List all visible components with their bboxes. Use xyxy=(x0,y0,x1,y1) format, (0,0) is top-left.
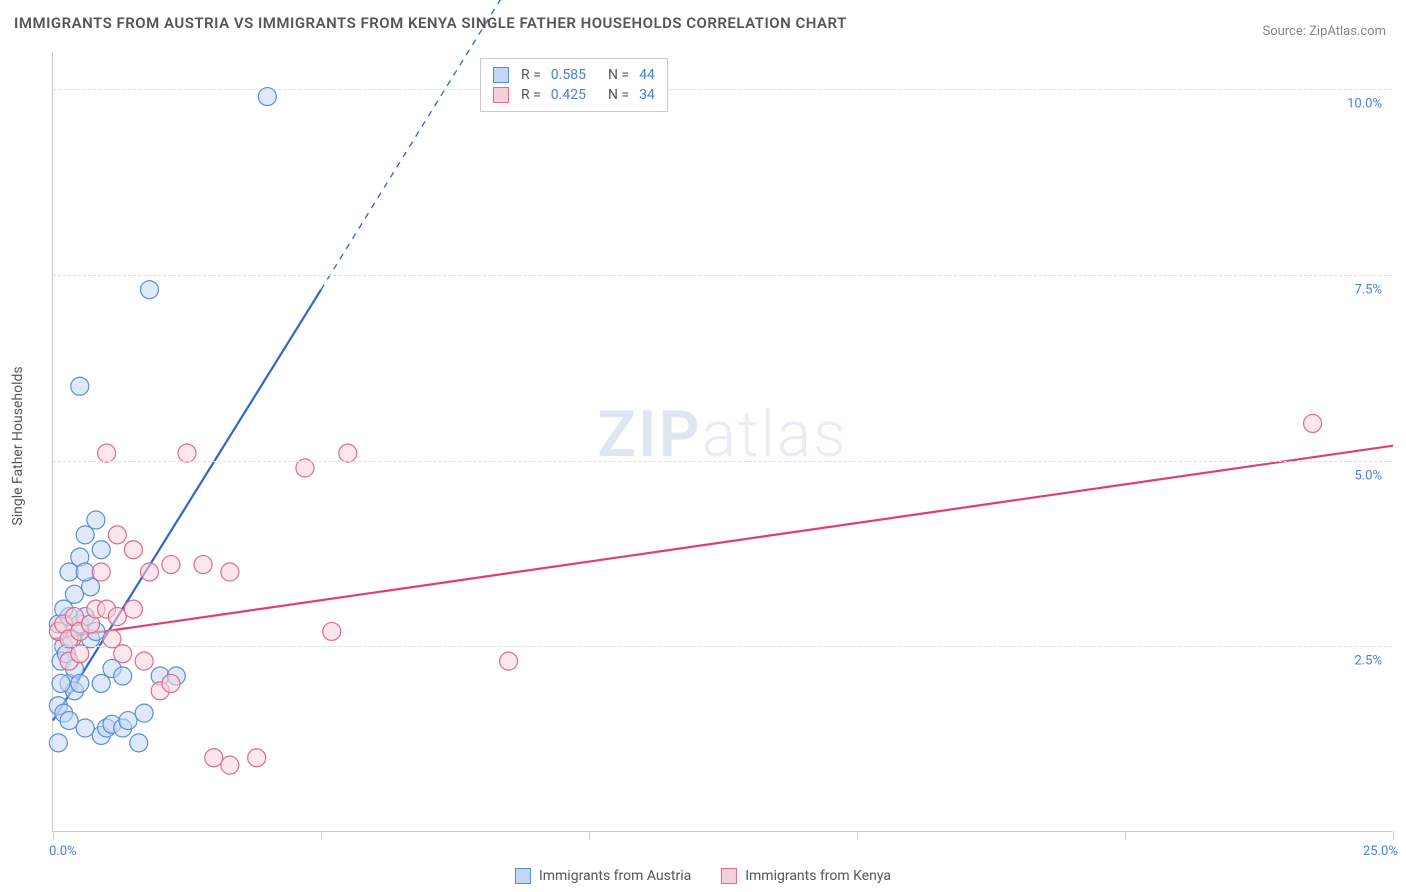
y-tick-label: 7.5% xyxy=(1354,282,1382,297)
legend-swatch-blue xyxy=(515,868,531,884)
legend-swatch-pink xyxy=(721,868,737,884)
legend-label-austria: Immigrants from Austria xyxy=(539,868,691,884)
scatter-plot-svg xyxy=(53,52,1392,831)
legend-swatch-blue xyxy=(493,67,509,83)
y-tick-label: 2.5% xyxy=(1354,654,1382,669)
stats-legend: R =0.585 N =44 R =0.425 N =34 xyxy=(480,58,668,112)
chart-plot-area: ZIPatlas 2.5%5.0%7.5%10.0%0.0%25.0% xyxy=(52,52,1392,832)
chart-title: IMMIGRANTS FROM AUSTRIA VS IMMIGRANTS FR… xyxy=(14,14,847,32)
x-tick-label: 0.0% xyxy=(49,844,77,859)
legend-swatch-pink xyxy=(493,87,509,103)
y-axis-title: Single Father Households xyxy=(10,366,26,525)
x-tick-label: 25.0% xyxy=(1363,844,1398,859)
y-tick-label: 5.0% xyxy=(1354,468,1382,483)
y-tick-label: 10.0% xyxy=(1347,97,1382,112)
legend-label-kenya: Immigrants from Kenya xyxy=(745,868,891,884)
bottom-legend: Immigrants from Austria Immigrants from … xyxy=(515,868,891,884)
source-label: Source: ZipAtlas.com xyxy=(1262,24,1386,39)
